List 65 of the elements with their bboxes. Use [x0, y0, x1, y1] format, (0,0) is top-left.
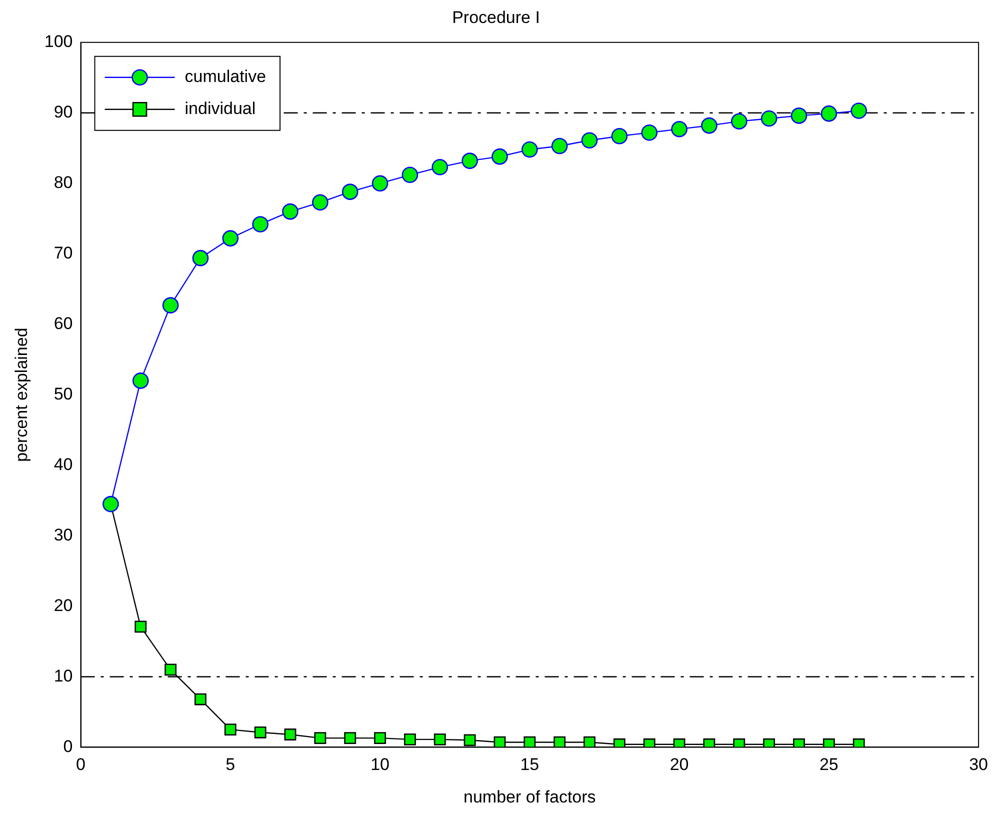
point [464, 734, 476, 746]
y-tick-label: 70 [54, 244, 73, 263]
point [134, 620, 147, 633]
x-tick-label: 10 [370, 755, 390, 774]
point [584, 736, 596, 748]
point [282, 203, 298, 220]
point [254, 726, 266, 738]
point [312, 194, 328, 211]
point [342, 184, 358, 200]
point [222, 230, 239, 246]
point [790, 108, 808, 124]
y-axis-title: percent explained [12, 328, 31, 462]
point [162, 297, 179, 314]
point [192, 250, 209, 266]
x-tick-label: 25 [819, 755, 838, 774]
legend-label: individual [184, 99, 256, 118]
point [194, 693, 206, 706]
y-tick-label: 100 [44, 32, 73, 52]
point [850, 102, 867, 119]
point [434, 733, 446, 746]
point [820, 105, 838, 122]
x-tick-label: 20 [670, 755, 689, 774]
point [701, 117, 718, 134]
point [641, 124, 658, 141]
point [372, 175, 388, 192]
point [314, 732, 326, 744]
y-tick-label: 60 [54, 314, 73, 334]
point [402, 166, 418, 184]
point [581, 132, 598, 149]
y-tick-label: 50 [54, 384, 73, 404]
point [132, 372, 149, 389]
point [524, 736, 536, 748]
point [551, 138, 568, 154]
x-tick-label: 0 [76, 755, 86, 774]
point [344, 732, 356, 744]
point [494, 736, 506, 748]
point [462, 152, 478, 169]
point [671, 120, 688, 138]
y-tick-label: 0 [63, 736, 73, 756]
legend-label: cumulative [184, 67, 266, 86]
y-tick-label: 30 [54, 525, 73, 544]
point [492, 148, 508, 165]
point [522, 141, 538, 158]
point [611, 128, 628, 144]
x-tick-label: 15 [520, 755, 540, 774]
point [374, 732, 386, 744]
point [730, 113, 748, 130]
y-tick-label: 40 [54, 454, 73, 474]
y-tick-label: 10 [54, 666, 73, 686]
point [404, 733, 416, 746]
chart-title: Procedure I [452, 8, 540, 27]
point [432, 159, 448, 176]
point [102, 496, 119, 512]
point [252, 216, 268, 232]
y-tick-label: 20 [54, 596, 73, 615]
y-tick-label: 80 [54, 173, 73, 192]
x-tick-label: 30 [969, 755, 988, 774]
point [224, 724, 236, 736]
x-tick-label: 5 [226, 755, 236, 774]
point [284, 728, 296, 740]
x-axis-title: number of factors [464, 787, 596, 806]
point [554, 736, 566, 748]
y-tick-label: 90 [54, 102, 73, 122]
point [164, 664, 176, 676]
point [760, 110, 778, 127]
